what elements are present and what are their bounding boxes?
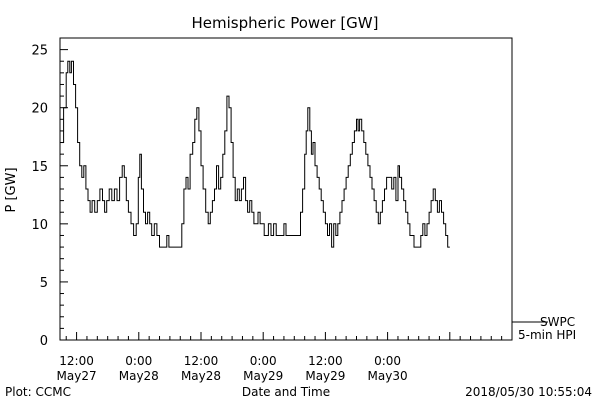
x-tick-time-label: 12:00 bbox=[308, 354, 343, 368]
series-layer bbox=[61, 60, 450, 248]
y-tick-label: 0 bbox=[40, 334, 48, 349]
x-tick-time-label: 0:00 bbox=[250, 354, 277, 368]
legend-entry-swpc: SWPC bbox=[540, 315, 575, 329]
plot-timestamp: 2018/05/30 10:55:04 bbox=[465, 385, 592, 399]
x-axis-ticks: 12:00May270:00May2812:00May280:00May2912… bbox=[57, 332, 503, 383]
x-tick-time-label: 0:00 bbox=[374, 354, 401, 368]
y-tick-label: 25 bbox=[31, 44, 48, 59]
x-tick-date-label: May29 bbox=[305, 369, 345, 383]
plot-credit: Plot: CCMC bbox=[5, 385, 71, 399]
legend: SWPC 5-min HPI bbox=[512, 315, 576, 342]
x-axis-label: Date and Time bbox=[242, 385, 330, 399]
x-tick-time-label: 12:00 bbox=[59, 354, 94, 368]
y-axis-ticks: 0 5 10 15 20 25 bbox=[31, 37, 68, 349]
x-tick-date-label: May29 bbox=[243, 369, 283, 383]
x-tick-date-label: May28 bbox=[181, 369, 221, 383]
y-axis-label: P [GW] bbox=[4, 167, 19, 212]
x-tick-time-label: 12:00 bbox=[184, 354, 219, 368]
x-tick-time-label: 0:00 bbox=[125, 354, 152, 368]
x-tick-date-label: May30 bbox=[368, 369, 408, 383]
y-tick-label: 10 bbox=[31, 218, 48, 233]
legend-entry-hpi: 5-min HPI bbox=[518, 328, 576, 342]
x-tick-date-label: May28 bbox=[119, 369, 159, 383]
y-tick-label: 20 bbox=[31, 102, 48, 117]
plot-frame bbox=[59, 37, 513, 341]
y-tick-label: 15 bbox=[31, 160, 48, 175]
y-tick-label: 5 bbox=[40, 276, 48, 291]
chart-title: Hemispheric Power [GW] bbox=[192, 14, 379, 32]
x-tick-date-label: May27 bbox=[57, 369, 97, 383]
series-line-hpi bbox=[61, 60, 450, 248]
